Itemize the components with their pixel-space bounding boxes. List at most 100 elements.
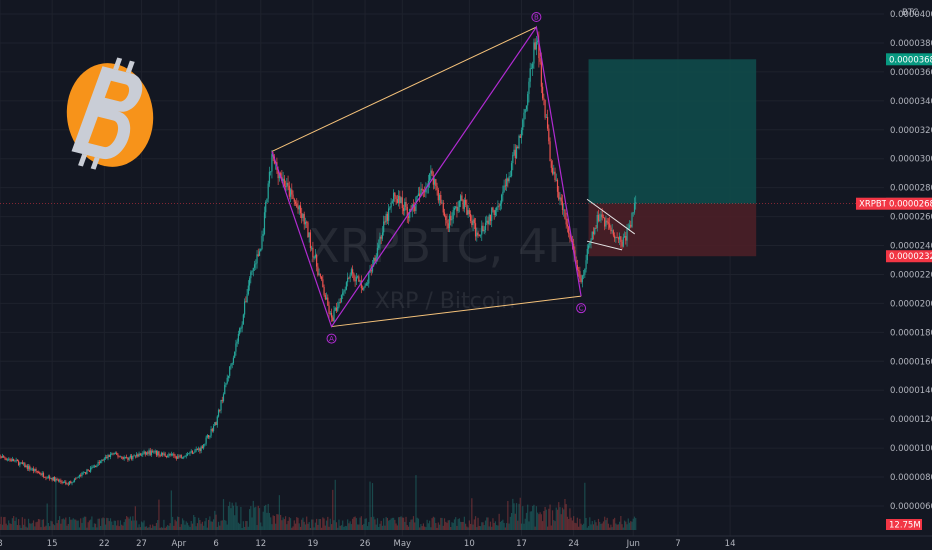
- volume-bar: [108, 521, 110, 530]
- candle: [482, 222, 484, 232]
- candle: [312, 241, 314, 263]
- candle: [288, 181, 290, 200]
- candle: [538, 31, 540, 68]
- wave-path: [271, 25, 582, 328]
- candle: [144, 451, 146, 457]
- candle-body: [416, 196, 418, 198]
- candle: [502, 185, 504, 202]
- candle-body: [297, 206, 299, 210]
- candle-body: [140, 454, 143, 456]
- candle-body: [345, 282, 348, 290]
- volume-bar: [592, 524, 595, 530]
- candle-body: [92, 466, 94, 468]
- volume-bar: [626, 524, 628, 530]
- candle-body: [513, 149, 515, 155]
- volume-bar: [299, 526, 302, 530]
- volume-bar: [615, 523, 617, 530]
- candle: [222, 392, 225, 403]
- candle-body: [111, 453, 113, 455]
- candle-body: [393, 192, 395, 202]
- volume-bar: [468, 520, 470, 530]
- volume-bar: [63, 519, 66, 530]
- triangle-line: [586, 240, 623, 251]
- candle-body: [19, 462, 21, 466]
- candle-body: [357, 276, 359, 278]
- volume-bar: [31, 522, 33, 530]
- candle-body: [419, 193, 421, 197]
- candle-body: [81, 472, 83, 476]
- volume-bar: [620, 516, 622, 530]
- volume-bar: [134, 506, 136, 530]
- time-tick-label: 24: [568, 539, 579, 549]
- volume-bar: [389, 519, 391, 530]
- volume-bar: [513, 503, 515, 530]
- volume-bar: [451, 522, 453, 530]
- candle-body: [540, 61, 542, 87]
- volume-bar: [240, 506, 242, 530]
- candle-body: [173, 453, 175, 456]
- volume-bar: [225, 520, 227, 530]
- candle: [215, 421, 217, 426]
- volume-bar: [504, 527, 506, 530]
- candle-body: [539, 58, 541, 62]
- wave-point-label: C: [579, 305, 584, 313]
- volume-bar: [114, 520, 117, 530]
- candle-body: [429, 173, 431, 181]
- candle: [42, 471, 45, 479]
- currency-label: BTC: [902, 8, 919, 18]
- volume-bar: [611, 527, 613, 530]
- time-axis[interactable]: 8152227Apr6121926May101724Jun714: [0, 539, 736, 549]
- volume-bar: [610, 524, 612, 530]
- candle-body: [215, 422, 217, 426]
- candle-body: [482, 225, 484, 231]
- candle: [205, 435, 207, 446]
- candle: [208, 434, 210, 439]
- volume-bar: [487, 517, 489, 530]
- candle-body: [442, 202, 444, 213]
- volume-bar: [373, 516, 375, 530]
- candle-body: [241, 324, 243, 329]
- candle-body: [0, 455, 1, 457]
- candle-body: [27, 466, 30, 469]
- candle-body: [463, 199, 465, 209]
- price-tag-bg: [886, 250, 932, 263]
- candle-body: [230, 364, 232, 367]
- candle: [457, 200, 459, 214]
- candle-body: [158, 451, 160, 456]
- candle: [114, 451, 117, 455]
- price-tick-label: 0.00003600: [890, 68, 932, 78]
- candle-body: [585, 260, 587, 270]
- candle: [153, 450, 155, 455]
- candle-body: [431, 170, 433, 176]
- candle: [199, 447, 201, 454]
- volume-bar: [54, 525, 56, 530]
- candle-body: [292, 194, 294, 199]
- candle: [323, 284, 325, 297]
- candle: [549, 137, 551, 162]
- candle-body: [582, 274, 585, 276]
- volume-bar: [127, 517, 129, 530]
- volume-bar: [170, 490, 172, 530]
- candle: [537, 37, 539, 45]
- volume-bar: [1, 524, 4, 530]
- volume-bar: [596, 525, 598, 530]
- candle-body: [520, 130, 523, 138]
- candle: [497, 200, 499, 212]
- candle: [174, 453, 176, 459]
- candle: [81, 471, 83, 478]
- candle-body: [16, 459, 18, 462]
- volume-bar: [103, 518, 105, 530]
- volume-bar: [95, 523, 97, 530]
- candle: [195, 446, 197, 453]
- candle: [50, 477, 52, 480]
- volume-bar: [174, 519, 176, 530]
- volume-bar: [450, 527, 452, 530]
- volume-bar: [45, 525, 47, 530]
- candle-body: [620, 236, 622, 242]
- volume-bar: [540, 514, 542, 530]
- price-axis[interactable]: 0.000006000.000008000.000010000.00001200…: [890, 10, 932, 512]
- candle: [214, 422, 216, 426]
- candle-body: [561, 201, 564, 210]
- volume-bar: [245, 520, 247, 530]
